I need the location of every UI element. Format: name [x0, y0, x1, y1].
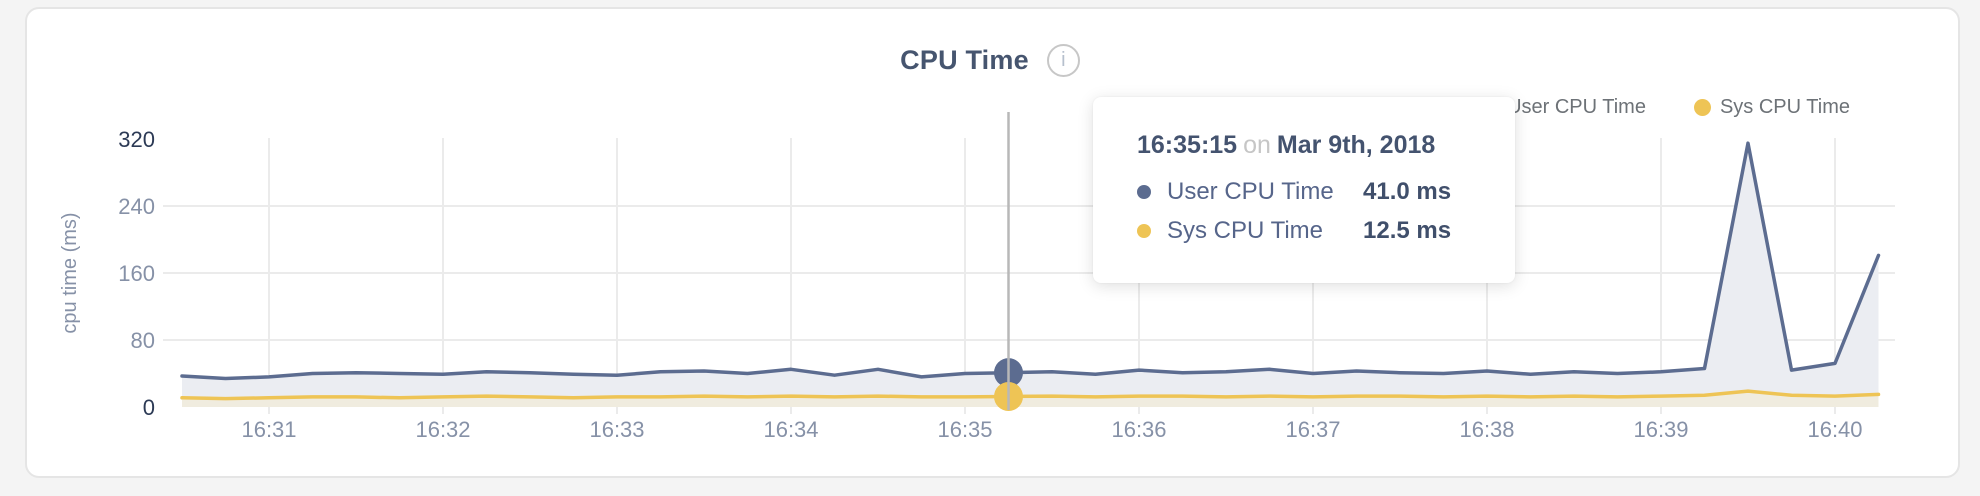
x-tick-label: 16:35 [937, 417, 992, 442]
tooltip-row-user: User CPU Time 41.0 ms [1137, 172, 1515, 211]
tooltip-timestamp: 16:35:15 on Mar 9th, 2018 [1137, 131, 1515, 160]
legend-item-sys-cpu-time[interactable]: Sys CPU Time [1693, 96, 1850, 119]
info-icon-glyph: i [1061, 49, 1066, 71]
tooltip-date: Mar 9th, 2018 [1276, 131, 1436, 159]
tooltip-series-label: Sys CPU Time [1167, 216, 1324, 244]
tooltip-series-value: 12.5 ms [1363, 216, 1452, 244]
chart-legend: User CPU Time Sys CPU Time [1481, 96, 1850, 119]
y-tick-label: 240 [118, 194, 155, 219]
page-title: CPU Time [900, 44, 1029, 75]
x-tick-label: 16:38 [1459, 417, 1514, 442]
user-series-dot-icon [1137, 184, 1151, 199]
y-tick-label: 80 [131, 328, 155, 353]
x-tick-label: 16:36 [1111, 417, 1166, 442]
sys-cpu-line [180, 389, 1881, 401]
tooltip-time: 16:35:15 [1137, 131, 1238, 159]
x-tick-label: 16:32 [415, 417, 470, 442]
x-tick-label: 16:39 [1633, 417, 1688, 442]
tooltip-row-sys: Sys CPU Time 12.5 ms [1137, 211, 1515, 250]
y-tick-label: 160 [118, 261, 155, 286]
tooltip-series-value: 41.0 ms [1363, 177, 1452, 205]
legend-label: User CPU Time [1507, 96, 1646, 118]
x-tick-label: 16:31 [241, 417, 296, 442]
y-tick-label: 0 [143, 395, 155, 420]
info-icon[interactable]: i [1046, 43, 1080, 77]
user-cpu-line [180, 141, 1881, 381]
tooltip-connector: on [1243, 131, 1271, 159]
y-axis-label: cpu time (ms) [59, 212, 81, 333]
user-cpu-area [182, 143, 1879, 407]
x-tick-label: 16:34 [763, 417, 818, 442]
x-tick-label: 16:33 [589, 417, 644, 442]
sys-series-dot-icon [1693, 99, 1711, 116]
y-tick-label: 320 [118, 127, 155, 152]
sys-series-dot-icon [1137, 223, 1151, 238]
x-tick-label: 16:37 [1285, 417, 1340, 442]
x-tick-label: 16:40 [1807, 417, 1862, 442]
legend-label: Sys CPU Time [1719, 96, 1850, 118]
sys-cpu-area [182, 391, 1879, 407]
tooltip-series-label: User CPU Time [1167, 177, 1334, 205]
chart-tooltip: 16:35:15 on Mar 9th, 2018 User CPU Time 41… [1093, 97, 1515, 283]
chart-header: CPU Time i [0, 40, 1980, 80]
